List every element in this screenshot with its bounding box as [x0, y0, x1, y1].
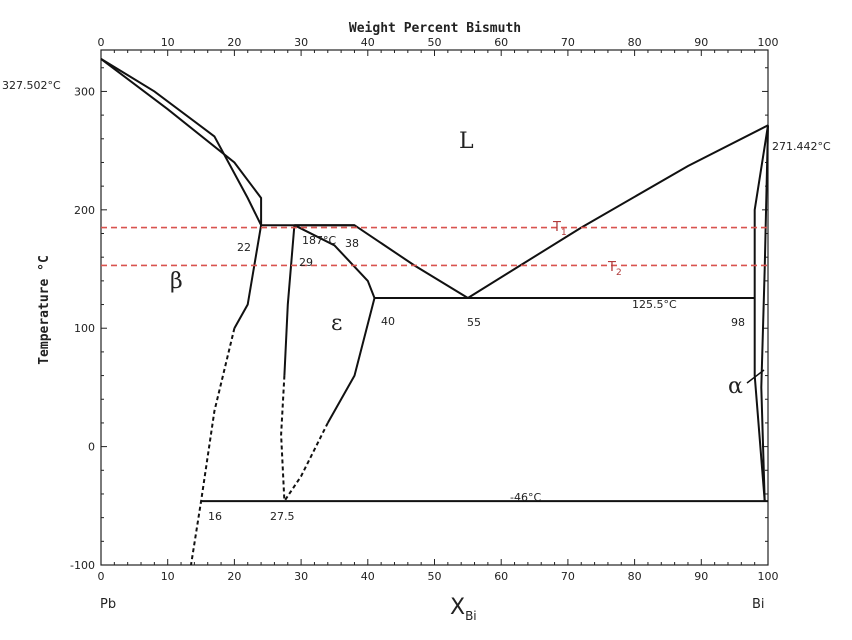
phase-boundary-11: [753, 125, 769, 502]
dashed-boundary-0: [190, 327, 236, 566]
x-tick-label-70: 70: [561, 570, 575, 583]
y-tick-label-0: 0: [88, 441, 95, 454]
x-tick-label-20: 20: [227, 570, 241, 583]
top-tick-label-30: 30: [294, 36, 308, 49]
top-tick-label-50: 50: [428, 36, 442, 49]
phase-boundary-8: [283, 225, 296, 376]
phase-label-alpha: α: [728, 374, 743, 399]
top-tick-label-20: 20: [227, 36, 241, 49]
phase-label-epsilon: ε: [331, 311, 342, 336]
chart-title: Weight Percent Bismuth: [349, 21, 521, 36]
phase-label-beta: β: [170, 269, 183, 294]
phase-boundaries: [100, 58, 769, 503]
top-tick-label-40: 40: [361, 36, 375, 49]
dashed-boundary-2: [283, 422, 329, 502]
x-tick-label-90: 90: [694, 570, 708, 583]
annotation-pb-melt: 327.502°C: [2, 79, 61, 92]
top-tick-label-10: 10: [161, 36, 175, 49]
x-tick-label-10: 10: [161, 570, 175, 583]
top-tick-label-60: 60: [494, 36, 508, 49]
top-tick-label-90: 90: [694, 36, 708, 49]
phase-boundary-0: [100, 58, 263, 226]
element-left-label: Pb: [100, 597, 116, 612]
annotation-eutectic: 125.5°C: [632, 298, 677, 311]
x-axis-label: XBi: [450, 595, 477, 623]
x-tick-label-100: 100: [758, 570, 779, 583]
x-tick-label-40: 40: [361, 570, 375, 583]
y-tick-label--100: -100: [70, 559, 95, 572]
isotherm-label-t1: T1: [552, 220, 567, 238]
x-tick-label-0: 0: [98, 570, 105, 583]
phase-boundary-7: [233, 225, 263, 329]
phase-boundary-9: [326, 297, 376, 424]
point-label-27-5: 27.5: [270, 510, 295, 523]
y-tick-label-200: 200: [74, 204, 95, 217]
annotation-peritectic: 187°C: [302, 234, 336, 247]
y-ticks: -100 0 100 200 300: [70, 67, 768, 572]
x-axis-label-sub: Bi: [465, 609, 477, 623]
y-tick-label-300: 300: [74, 85, 95, 98]
point-label-22: 22: [237, 241, 251, 254]
phase-boundary-12: [760, 125, 769, 502]
top-tick-label-70: 70: [561, 36, 575, 49]
annotation-bi-melt: 271.442°C: [772, 140, 831, 153]
phase-boundary-3: [294, 224, 469, 299]
phase-boundary-5: [467, 124, 769, 299]
point-label-29: 29: [299, 256, 313, 269]
point-label-38: 38: [345, 237, 359, 250]
phase-boundary-1: [100, 58, 262, 226]
x-tick-label-80: 80: [628, 570, 642, 583]
point-label-98: 98: [731, 316, 745, 329]
y-axis-label: Temperature °C: [37, 255, 52, 365]
x-tick-label-50: 50: [428, 570, 442, 583]
top-tick-label-80: 80: [628, 36, 642, 49]
top-tick-label-0: 0: [98, 36, 105, 49]
isotherm-lines: [101, 226, 768, 267]
x-tick-label-60: 60: [494, 570, 508, 583]
x-ticks-bottom: 0 10 20 30 40 50 60 70 80 90 100: [98, 559, 779, 583]
top-tick-label-100: 100: [758, 36, 779, 49]
alpha-pointer: [746, 369, 765, 384]
x-tick-label-30: 30: [294, 570, 308, 583]
annotation-low-temp: -46°C: [510, 491, 541, 504]
x-ticks-top: 0 10 20 30 40 50 60 70 80 90 100: [98, 36, 779, 56]
element-right-label: Bi: [752, 597, 765, 612]
point-label-55: 55: [467, 316, 481, 329]
point-label-16: 16: [208, 510, 222, 523]
metastable-boundaries: [190, 327, 329, 566]
dashed-boundary-1: [280, 375, 286, 502]
y-tick-label-100: 100: [74, 322, 95, 335]
phase-boundary-4: [293, 224, 376, 299]
isotherm-label-t2: T2: [607, 260, 622, 278]
point-label-40: 40: [381, 315, 395, 328]
phase-label-liquid: L: [459, 129, 474, 154]
